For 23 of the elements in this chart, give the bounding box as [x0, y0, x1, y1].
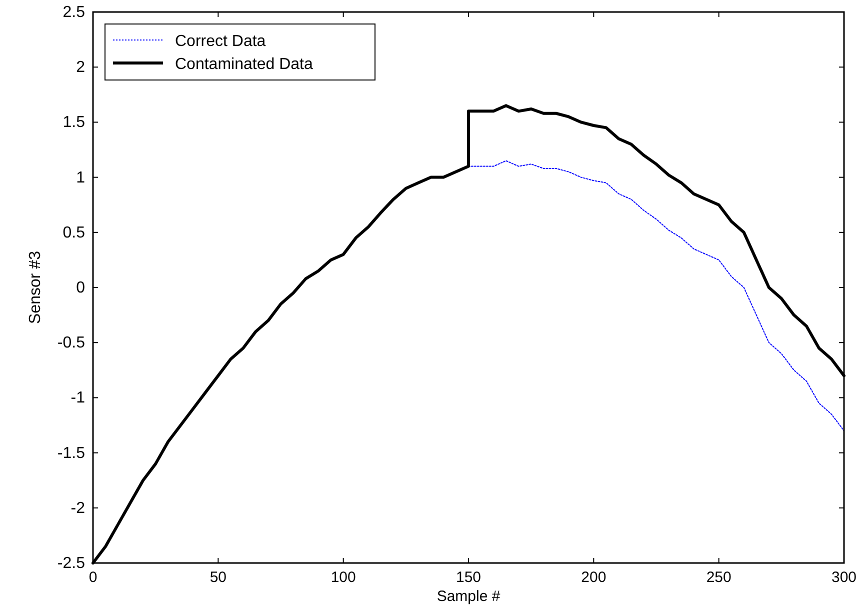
- line-series: [468, 160, 844, 432]
- y-tick-label: -1.5: [57, 444, 86, 462]
- y-tick-label: 1: [76, 169, 86, 186]
- y-tick-label: -2.5: [57, 555, 86, 572]
- legend-label: Correct Data: [175, 33, 266, 50]
- y-tick-label: 2: [76, 59, 86, 76]
- y-tick-label: -2: [70, 500, 86, 517]
- y-tick-label: 1.5: [62, 114, 86, 132]
- y-tick-label: -0.5: [57, 334, 86, 352]
- x-tick-label: 50: [210, 569, 227, 586]
- x-tick-label: 300: [831, 569, 857, 586]
- y-axis-title: Sensor #3: [27, 250, 44, 324]
- x-tick-label: 150: [456, 569, 482, 586]
- x-axis-title: Sample #: [436, 588, 501, 605]
- x-tick-label: 250: [706, 569, 732, 586]
- x-tick-label: 100: [330, 569, 356, 586]
- x-tick-label: 0: [88, 569, 98, 586]
- y-tick-label: 2.5: [62, 4, 86, 21]
- y-tick-label: 0.5: [62, 224, 86, 242]
- x-tick-label: 200: [581, 569, 606, 586]
- y-tick-label: 0: [76, 280, 86, 296]
- y-tick-label: -1: [70, 390, 86, 407]
- legend-label: Contaminated Data: [175, 56, 313, 73]
